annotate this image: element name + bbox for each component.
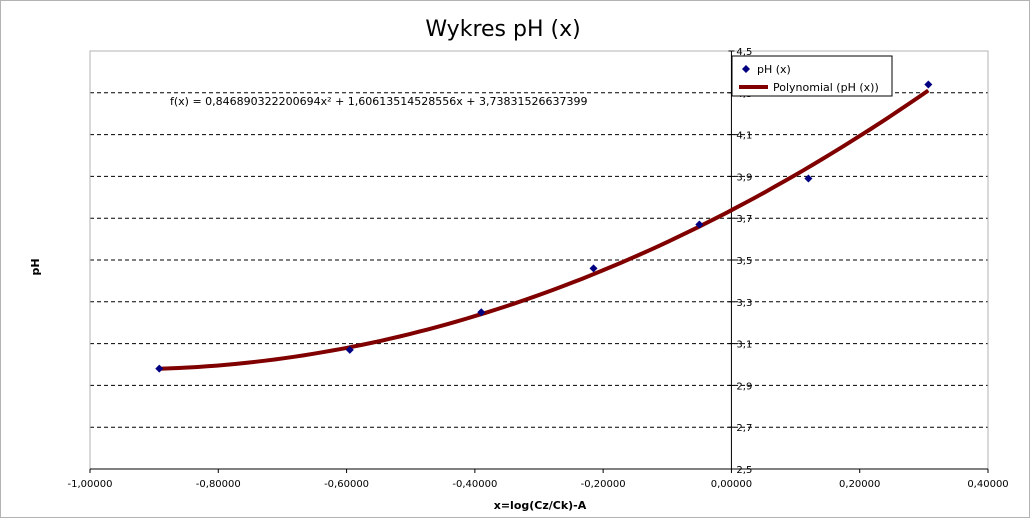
legend: pH (x) Polynomial (pH (x)) xyxy=(731,55,893,97)
x-tick-label: -1,00000 xyxy=(68,479,113,490)
y-tick-label: 3,3 xyxy=(736,298,752,309)
x-tick-label: -0,60000 xyxy=(324,479,369,490)
data-point xyxy=(804,174,813,183)
x-tick-label: -0,20000 xyxy=(581,479,626,490)
data-point xyxy=(589,264,598,273)
y-tick-label: 3,7 xyxy=(736,214,752,225)
x-tick-label: -0,80000 xyxy=(196,479,241,490)
data-point xyxy=(477,308,486,317)
x-tick-label: 0,20000 xyxy=(839,479,880,490)
legend-label-trendline: Polynomial (pH (x)) xyxy=(773,81,879,94)
data-point xyxy=(155,364,164,373)
chart-title: Wykres pH (x) xyxy=(425,17,580,42)
y-tick-label: 3,5 xyxy=(736,256,752,267)
y-tick-label: 2,5 xyxy=(736,465,752,476)
y-axis: 2,52,72,93,13,33,53,73,94,14,34,5 xyxy=(728,47,752,476)
data-point xyxy=(345,345,354,354)
y-tick-label: 3,9 xyxy=(736,172,752,183)
x-axis: -1,00000 -0,80000 -0,60000 -0,40000 -0,20000… xyxy=(68,468,1009,490)
data-points xyxy=(155,80,933,373)
x-axis-title: x=log(Cz/Ck)-A xyxy=(494,499,587,512)
x-tick-label: 0,40000 xyxy=(967,479,1008,490)
legend-box xyxy=(731,55,893,97)
x-tick-label: 0,00000 xyxy=(711,479,752,490)
y-tick-label: 2,7 xyxy=(736,423,752,434)
y-tick-label: 4,1 xyxy=(736,131,752,142)
trendline xyxy=(159,88,930,371)
y-axis-title: pH xyxy=(29,258,42,275)
data-point xyxy=(924,80,933,89)
x-tick-label: -0,40000 xyxy=(452,479,497,490)
y-tick-label: 2,9 xyxy=(736,381,752,392)
legend-label-points: pH (x) xyxy=(757,63,791,76)
y-tick-label: 4,5 xyxy=(736,47,752,58)
data-point xyxy=(695,220,704,229)
y-tick-label: 3,1 xyxy=(736,340,752,351)
legend-marker-points xyxy=(742,65,750,73)
grid xyxy=(90,92,988,428)
trendline-equation: f(x) = 0,846890322200694x² + 1,606135145… xyxy=(170,95,587,108)
